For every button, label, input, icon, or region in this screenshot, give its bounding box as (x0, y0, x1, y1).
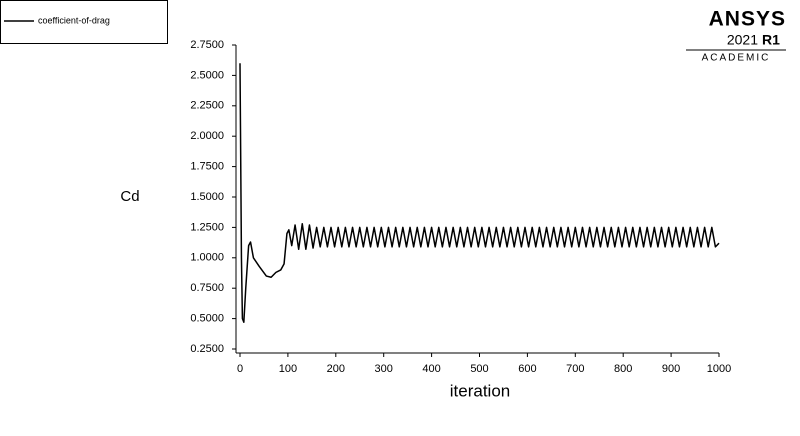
y-tick-label: 1.2500 (190, 221, 224, 233)
y-tick-label: 2.0000 (190, 130, 224, 142)
x-tick-label: 600 (518, 363, 536, 375)
x-tick-label: 100 (279, 363, 297, 375)
x-tick-label: 700 (566, 363, 584, 375)
logo-edition: ACADEMIC (702, 53, 771, 64)
x-tick-label: 800 (614, 363, 632, 375)
y-tick-label: 1.0000 (190, 252, 224, 264)
y-tick-label: 2.7500 (190, 39, 224, 51)
x-axis-label: iteration (450, 381, 510, 400)
x-tick-label: 500 (470, 363, 488, 375)
x-tick-label: 200 (327, 363, 345, 375)
y-axis-label: Cd (120, 188, 139, 205)
y-tick-label: 2.2500 (190, 100, 224, 112)
y-tick-label: 1.5000 (190, 191, 224, 203)
data-line (239, 63, 720, 323)
x-tick-label: 400 (422, 363, 440, 375)
x-tick-label: 300 (375, 363, 393, 375)
logo-release: R1 (762, 32, 780, 48)
y-tick-label: 0.2500 (190, 343, 224, 355)
y-tick-label: 1.7500 (190, 161, 224, 173)
x-tick-label: 900 (662, 363, 680, 375)
y-tick-label: 0.5000 (190, 313, 224, 325)
legend-label: coefficient-of-drag (38, 15, 110, 25)
y-tick-label: 0.7500 (190, 282, 224, 294)
x-tick-label: 1000 (707, 363, 731, 375)
x-tick-label: 0 (237, 363, 243, 375)
y-tick-label: 2.5000 (190, 69, 224, 81)
logo-version: 2021 (727, 32, 758, 48)
logo-brand: ANSYS (709, 8, 786, 31)
legend-box (0, 0, 168, 44)
